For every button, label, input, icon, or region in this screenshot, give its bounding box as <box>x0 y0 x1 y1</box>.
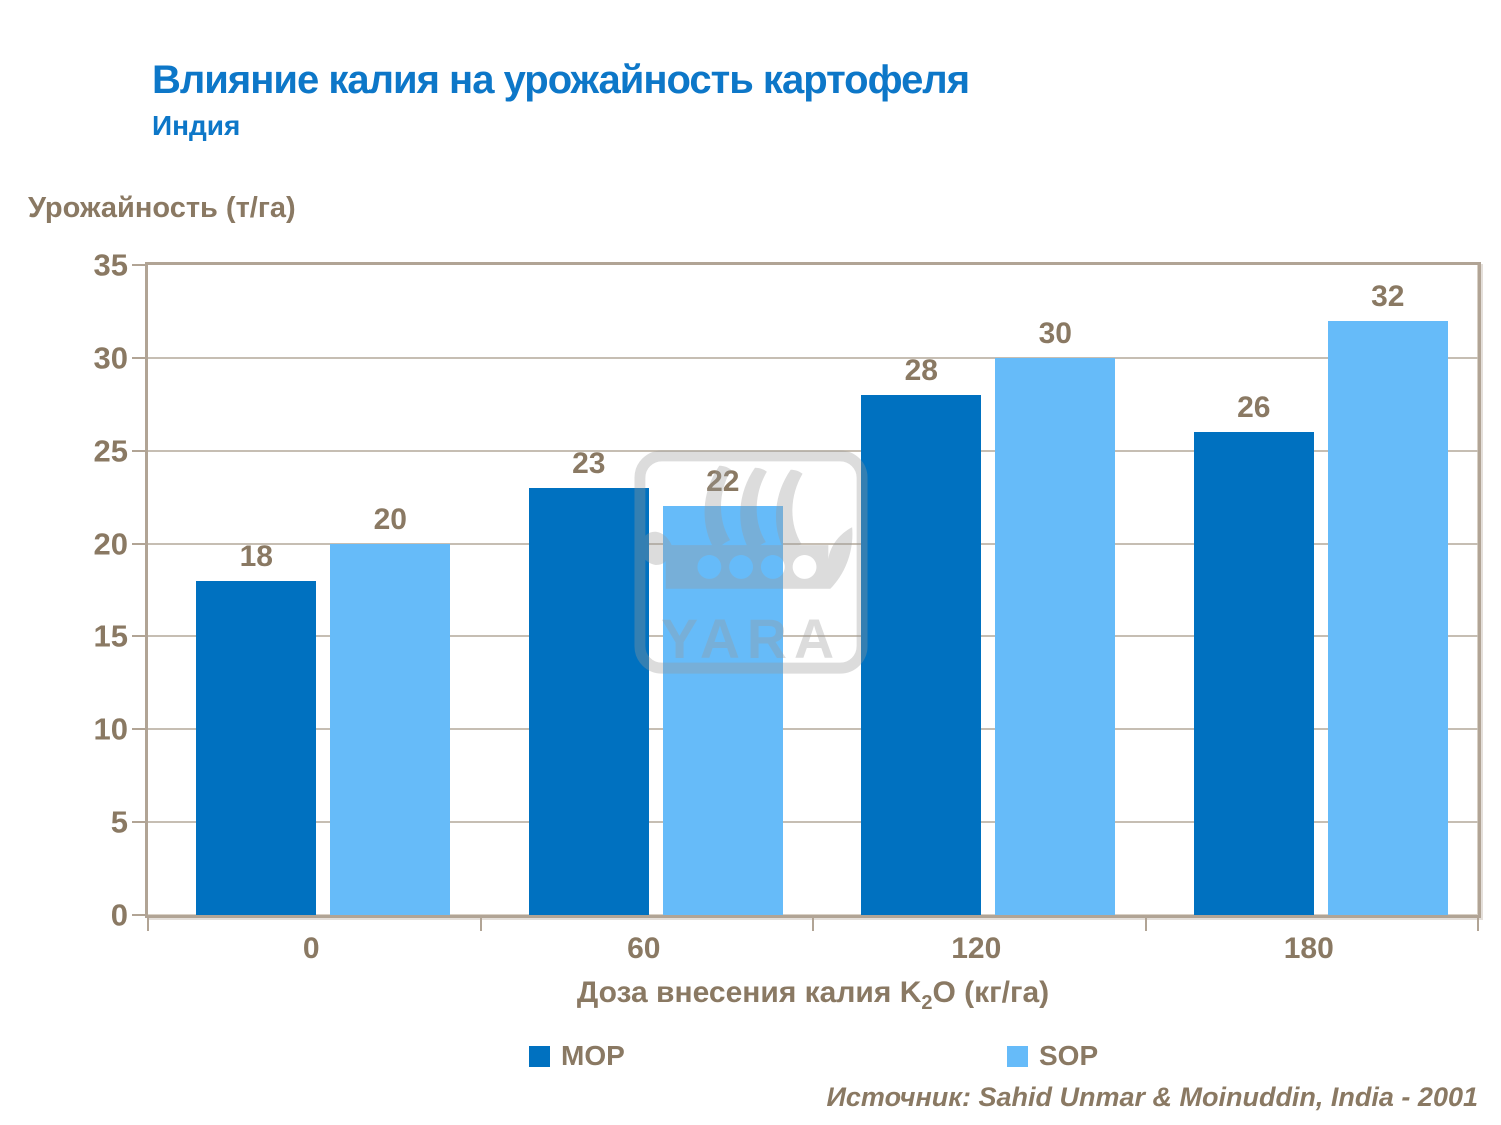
bar-mop-180 <box>1193 432 1314 915</box>
gridline-y-15 <box>148 635 1478 638</box>
y-tick-label-35: 35 <box>93 247 128 283</box>
y-tick-mark-15 <box>132 635 146 638</box>
x-tick-label-180: 180 <box>1283 932 1334 965</box>
y-tick-mark-25 <box>132 449 146 452</box>
legend-swatch-sop <box>1007 1045 1028 1067</box>
gridline-y-30 <box>148 356 1478 359</box>
bar-value-label-sop-120: 30 <box>1038 316 1072 350</box>
y-tick-label-20: 20 <box>93 526 128 562</box>
legend-item-sop: SOP <box>1007 1042 1098 1070</box>
x-tick-label-0: 0 <box>302 932 320 965</box>
y-axis-tick-labels: 0 5 10 15 20 25 30 35 <box>0 250 128 931</box>
x-tick-mark-1 <box>479 915 482 931</box>
y-tick-mark-35 <box>132 264 146 266</box>
legend-label-sop: SOP <box>1039 1040 1099 1071</box>
plot-area: YARA 18 20 23 22 28 30 26 32 <box>132 262 1481 931</box>
y-tick-mark-5 <box>132 821 146 824</box>
y-tick-mark-10 <box>132 728 146 731</box>
x-tick-label-60: 60 <box>627 932 661 965</box>
x-axis-title: Доза внесения калия K2O (кг/га) <box>145 976 1481 1015</box>
gridline-y-5 <box>148 821 1478 824</box>
bar-sop-0 <box>330 543 451 915</box>
x-axis-title-suffix: O (кг/га) <box>932 976 1050 1009</box>
x-axis-title-prefix: Доза внесения калия K <box>576 976 922 1009</box>
bar-value-label-sop-180: 32 <box>1371 279 1405 313</box>
y-tick-label-15: 15 <box>93 618 128 654</box>
bar-mop-120 <box>861 395 982 915</box>
bar-value-label-sop-60: 22 <box>706 465 740 499</box>
x-tick-mark-0 <box>147 915 149 931</box>
gridline-y-25 <box>148 449 1478 452</box>
gridline-y-10 <box>148 728 1478 731</box>
x-tick-mark-4 <box>1477 915 1479 931</box>
y-tick-mark-30 <box>132 356 146 359</box>
bar-value-label-mop-0: 18 <box>239 539 273 573</box>
chart-title: Влияние калия на урожайность картофеля <box>152 58 970 102</box>
bar-value-label-mop-120: 28 <box>904 354 938 387</box>
bar-mop-0 <box>196 580 317 915</box>
y-tick-label-10: 10 <box>93 711 128 747</box>
y-axis-title: Урожайность (т/га) <box>28 192 296 224</box>
legend-item-mop: MOP <box>529 1042 625 1070</box>
x-tick-label-120: 120 <box>951 932 1002 965</box>
bar-mop-60 <box>528 487 649 915</box>
x-axis-tick-labels: 0 60 120 180 <box>145 934 1481 974</box>
legend-swatch-mop <box>529 1045 550 1067</box>
legend-label-mop: MOP <box>561 1040 625 1071</box>
bar-value-label-mop-60: 23 <box>572 446 606 480</box>
x-tick-mark-3 <box>1144 915 1147 931</box>
source-note: Источник: Sahid Unmar & Moinuddin, India… <box>826 1082 1478 1112</box>
chart-subtitle: Индия <box>152 110 241 141</box>
y-tick-mark-0 <box>132 914 146 916</box>
gridline-y-20 <box>148 542 1478 545</box>
y-tick-label-30: 30 <box>93 340 128 376</box>
bar-sop-120 <box>995 357 1116 915</box>
bar-value-label-sop-0: 20 <box>373 502 407 536</box>
y-tick-label-0: 0 <box>110 897 128 933</box>
legend: MOP SOP <box>0 1040 1501 1074</box>
y-tick-label-5: 5 <box>110 804 128 840</box>
bar-sop-60 <box>662 506 783 915</box>
bar-sop-180 <box>1327 320 1448 915</box>
y-tick-label-25: 25 <box>93 433 128 469</box>
x-axis-title-subscript: 2 <box>921 992 933 1014</box>
bar-value-label-mop-180: 26 <box>1237 391 1271 425</box>
x-tick-mark-2 <box>812 915 814 931</box>
y-tick-mark-20 <box>132 542 146 545</box>
